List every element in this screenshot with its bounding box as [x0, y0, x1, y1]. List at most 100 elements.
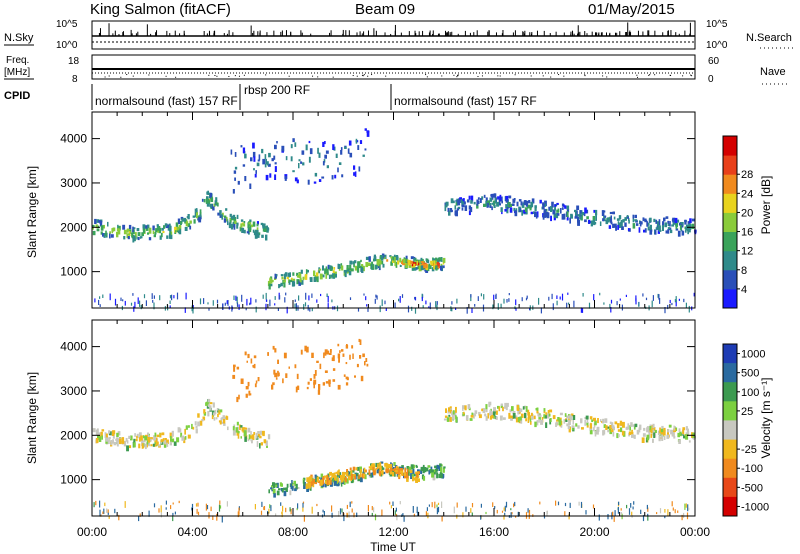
- echo-cell: [548, 206, 551, 211]
- power-echo-cells: [92, 128, 697, 314]
- echo-cell: [392, 501, 394, 506]
- echo-cell: [187, 434, 191, 439]
- echo-cell: [421, 297, 423, 302]
- echo-cell: [659, 437, 662, 440]
- echo-cell: [354, 475, 356, 480]
- echo-cell: [545, 412, 548, 417]
- echo-cell: [436, 301, 438, 305]
- echo-cell: [393, 471, 396, 477]
- echo-cell: [657, 230, 660, 234]
- nave-dot: [385, 75, 387, 77]
- echo-cell: [584, 417, 586, 420]
- echo-cell: [567, 425, 570, 430]
- echo-cell: [256, 162, 260, 167]
- echo-cell: [248, 222, 252, 225]
- echo-cell: [321, 176, 325, 179]
- echo-cell: [344, 271, 347, 278]
- echo-cell: [571, 215, 573, 219]
- echo-cell: [675, 226, 678, 229]
- echo-cell: [306, 346, 309, 353]
- echo-cell: [403, 472, 405, 479]
- cpid-segment-1: normalsound (fast) 157 RF: [95, 94, 238, 108]
- nave-dot: [453, 74, 455, 76]
- echo-cell: [292, 272, 295, 276]
- echo-cell: [244, 153, 247, 159]
- echo-cell: [341, 174, 344, 178]
- echo-cell: [551, 201, 554, 208]
- echo-cell: [176, 226, 180, 231]
- echo-cell: [403, 472, 406, 476]
- echo-cell: [465, 415, 469, 421]
- echo-cell: [556, 295, 558, 299]
- echo-cell: [257, 159, 260, 162]
- echo-cell: [577, 220, 580, 226]
- echo-cell: [234, 177, 236, 181]
- echo-cell: [147, 432, 149, 437]
- echo-cell: [247, 438, 250, 442]
- echo-cell: [170, 234, 173, 240]
- power-x-ticks: [91, 112, 696, 308]
- echo-cell: [169, 305, 171, 308]
- echo-cell: [216, 299, 219, 304]
- echo-cell: [259, 430, 262, 435]
- echo-cell: [450, 198, 454, 204]
- echo-cell: [333, 267, 336, 270]
- echo-cell: [650, 428, 653, 433]
- echo-cell: [236, 296, 238, 304]
- echo-cell: [273, 369, 276, 375]
- echo-cell: [335, 153, 338, 158]
- echo-cell: [240, 219, 244, 222]
- echo-cell: [221, 417, 224, 420]
- echo-cell: [348, 267, 352, 273]
- echo-cell: [104, 502, 106, 507]
- echo-cell: [511, 512, 513, 515]
- echo-cell: [657, 293, 659, 298]
- echo-cell: [232, 214, 236, 220]
- echo-cell: [134, 433, 136, 437]
- echo-cell: [360, 259, 362, 263]
- echo-cell: [543, 414, 546, 419]
- echo-cell: [184, 307, 186, 313]
- echo-cell: [420, 469, 423, 474]
- echo-cell: [471, 503, 474, 508]
- echo-cell: [650, 433, 653, 438]
- echo-cell: [647, 226, 650, 231]
- echo-cell: [688, 507, 690, 511]
- echo-cell: [593, 427, 595, 432]
- echo-cell: [675, 228, 679, 231]
- echo-cell: [195, 503, 198, 507]
- echo-cell: [605, 219, 609, 225]
- nave-dot: [175, 76, 177, 78]
- echo-cell: [359, 355, 362, 359]
- echo-cell: [632, 424, 636, 427]
- echo-cell: [525, 418, 528, 422]
- echo-cell: [223, 218, 227, 223]
- echo-cell: [252, 229, 255, 233]
- echo-cell: [609, 421, 612, 424]
- nave-dot: [563, 75, 565, 77]
- echo-cell: [364, 474, 367, 480]
- freq-right-tick-top: 60: [708, 56, 720, 67]
- echo-cell: [519, 408, 523, 412]
- echo-cell: [682, 222, 684, 226]
- echo-cell: [628, 508, 631, 515]
- echo-cell: [338, 511, 340, 517]
- noise-right-tick-top: 10^5: [706, 19, 728, 30]
- echo-cell: [242, 164, 246, 167]
- echo-cell: [280, 502, 282, 506]
- echo-cell: [321, 477, 324, 481]
- echo-cell: [593, 417, 596, 422]
- echo-cell: [439, 463, 442, 467]
- echo-cell: [322, 274, 325, 278]
- echo-cell: [294, 364, 297, 369]
- echo-cell: [195, 209, 198, 212]
- echo-cell: [192, 215, 196, 218]
- echo-cell: [521, 210, 523, 216]
- echo-cell: [107, 221, 109, 227]
- echo-cell: [313, 181, 317, 184]
- echo-cell: [152, 225, 155, 231]
- echo-cell: [286, 483, 289, 488]
- noise-panel: N.Sky 10^5 10^0 10^5 10^0 N.Search: [4, 19, 796, 51]
- echo-cell: [236, 222, 239, 226]
- echo-cell: [299, 277, 302, 283]
